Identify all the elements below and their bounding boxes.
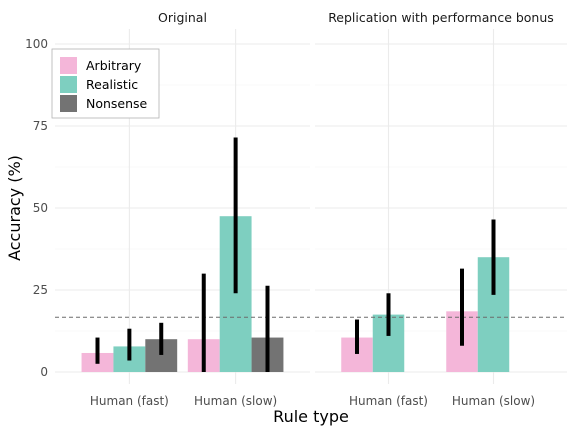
legend-swatch [60,95,77,112]
gridlines [315,29,567,384]
x-tick-label: Human (slow) [194,394,277,408]
y-axis-title: Accuracy (%) [5,155,24,261]
y-tick-label: 100 [25,37,48,51]
x-axis-title: Rule type [273,407,349,426]
chart-panels: Original Human (fast) Human (slow) 0 25 50 75 1… [25,10,567,408]
legend-label: Arbitrary [86,58,142,73]
x-tick-label: Human (fast) [90,394,169,408]
panel: Original Human (fast) Human (slow) 0 25 50 75 1… [25,10,310,408]
panel-title: Replication with performance bonus [328,10,554,25]
y-tick-label: 25 [33,283,48,297]
y-tick-label: 50 [33,201,48,215]
legend-swatch [60,76,77,93]
y-tick-label: 0 [40,365,48,379]
x-tick-label: Human (slow) [452,394,535,408]
legend: Arbitrary Realistic Nonsense [51,48,160,119]
panel: Replication with performance bonus Human … [315,10,567,408]
panel-title: Original [158,10,207,25]
legend-label: Realistic [86,77,138,92]
y-tick-label: 75 [33,119,48,133]
x-tick-label: Human (fast) [349,394,428,408]
legend-label: Nonsense [86,96,148,111]
legend-swatch [60,57,77,74]
